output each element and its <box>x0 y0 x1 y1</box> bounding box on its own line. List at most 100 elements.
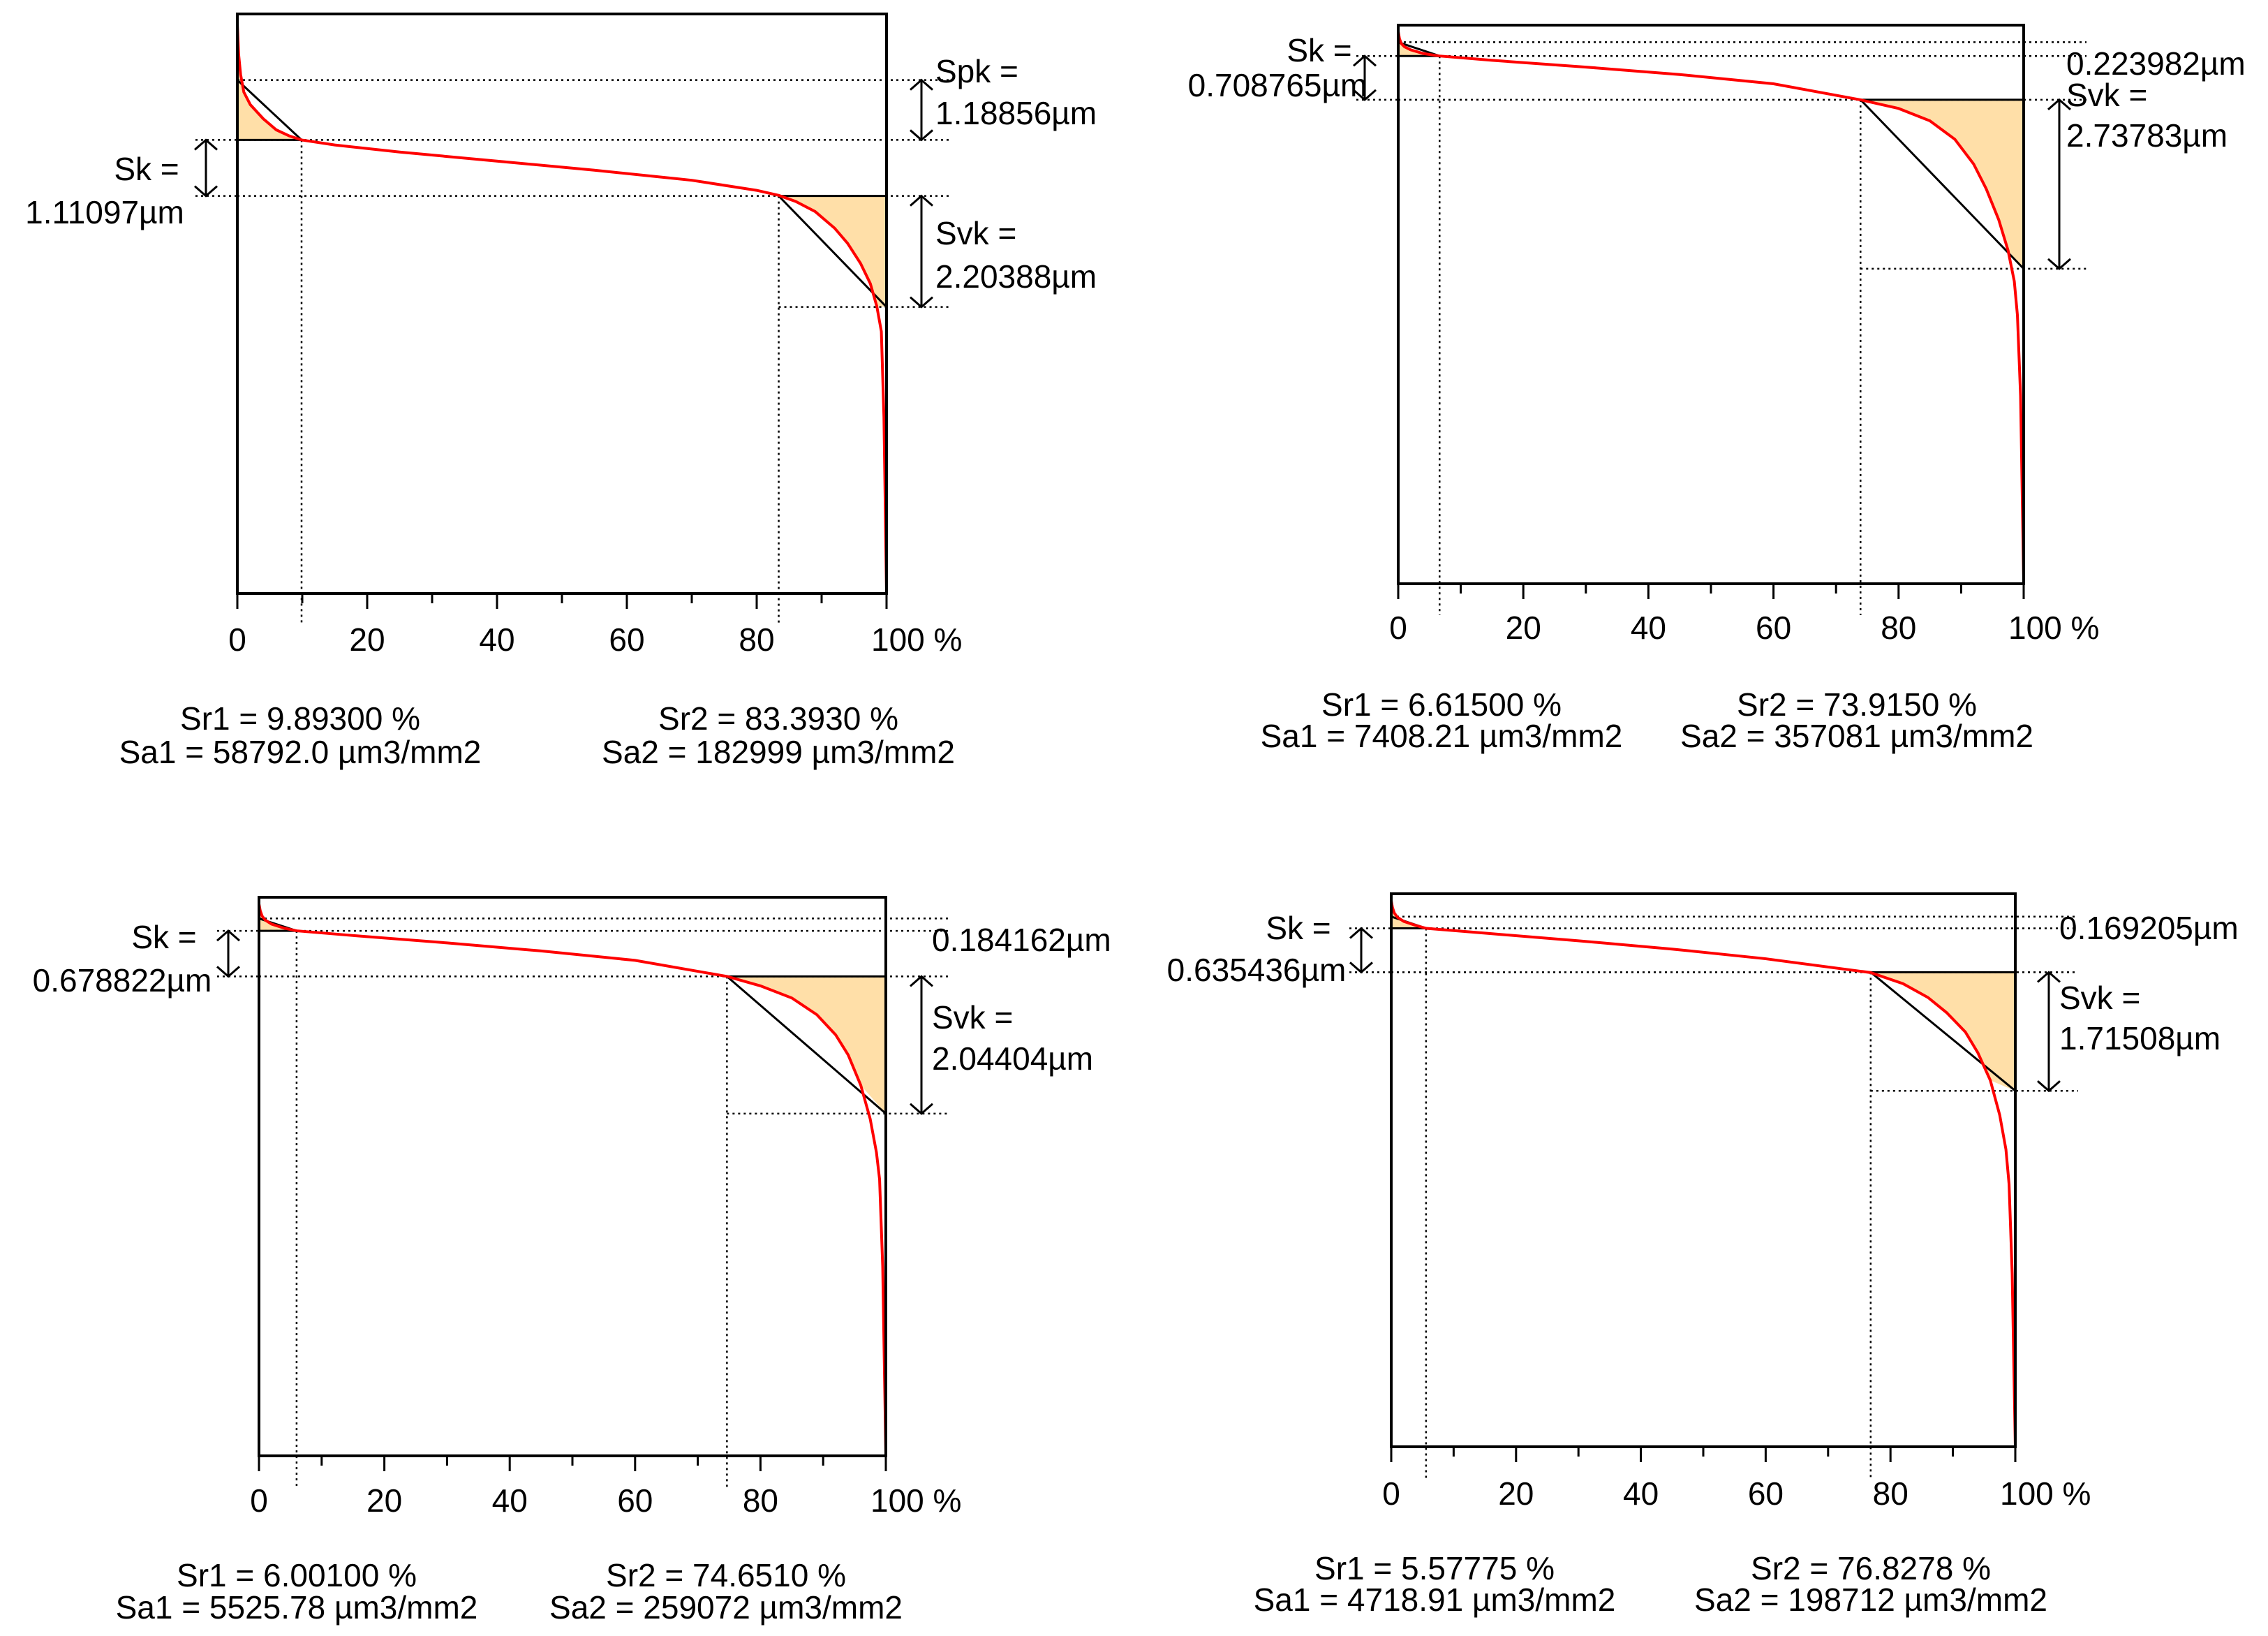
sa2-text: Sa2 = 198712 µm3/mm2 <box>1694 1582 2047 1618</box>
spk-value: 1.18856µm <box>935 95 1097 131</box>
sa1-text: Sa1 = 7408.21 µm3/mm2 <box>1261 718 1623 754</box>
material-ratio-curve <box>258 904 887 1455</box>
sk-arrow-head-bottom <box>1353 89 1377 101</box>
sk-arrow-head-bottom <box>194 185 218 198</box>
x-tick-label: 100 % <box>870 1482 961 1519</box>
x-tick-label: 20 <box>1506 610 1541 646</box>
x-tick-label: 60 <box>609 621 644 658</box>
svk-arrow <box>910 975 933 1115</box>
sk-value: 1.11097µm <box>25 194 184 230</box>
sk-arrow-head-top <box>216 929 240 942</box>
chart-panel-4: 0 20 40 60 80 100 % Sk = 0.635436µm 0.169205µm Sv… <box>1167 892 2239 1618</box>
material-ratio-curve <box>1397 31 2025 581</box>
svk-arrow <box>2047 98 2071 270</box>
sr1-text: Sr1 = 6.00100 % <box>177 1557 417 1593</box>
sa2-text: Sa2 = 259072 µm3/mm2 <box>549 1589 903 1626</box>
sk-arrow-head-bottom <box>1349 961 1373 974</box>
sk-label: Sk = <box>1266 910 1331 946</box>
peak-area-fill <box>1391 900 1426 929</box>
svk-arrow-head-top <box>2047 98 2071 110</box>
sr2-text: Sr2 = 73.9150 % <box>1737 686 1977 723</box>
x-tick-label: 20 <box>366 1482 402 1519</box>
chart-panel-2: 0 20 40 60 80 100 % Sk =0.708765µm 0.223982µmSv… <box>1188 24 2246 754</box>
sk-label: Sk = <box>131 919 196 955</box>
material-ratio-curve <box>1390 900 2017 1447</box>
sk-label: Sk = <box>114 151 179 187</box>
svk-value: 2.04404µm <box>932 1040 1093 1077</box>
peak-area-fill <box>259 904 297 931</box>
sk-arrow-head-top <box>1353 54 1377 67</box>
chart-panel-1: 0 20 40 60 80 100 % Sk = 1.11097µm Spk = 1.18856µ… <box>25 13 1097 770</box>
sr1-text: Sr1 = 9.89300 % <box>180 700 420 737</box>
plot-frame <box>236 13 888 595</box>
spk-arrow-head-top <box>910 78 933 91</box>
svk-arrow <box>2037 971 2061 1093</box>
x-tick-label: 0 <box>1389 610 1407 646</box>
sa2-text: Sa2 = 357081 µm3/mm2 <box>1680 718 2033 754</box>
sr2-text: Sr2 = 74.6510 % <box>606 1557 846 1593</box>
x-tick-label: 100 % <box>2008 610 2099 646</box>
sa2-text: Sa2 = 182999 µm3/mm2 <box>602 734 955 770</box>
x-tick-label: 80 <box>739 621 774 658</box>
x-tick-label: 60 <box>1756 610 1791 646</box>
sk-value: 0.635436µm <box>1167 952 1347 988</box>
sk-arrow-head-top <box>194 138 218 151</box>
svk-value: 2.73783µm <box>2066 117 2228 154</box>
x-tick-label: 60 <box>617 1482 653 1519</box>
sk-arrow-head-top <box>1349 927 1373 939</box>
x-tick-label: 40 <box>1623 1475 1659 1512</box>
valley-area-fill <box>1860 99 2024 269</box>
spk-arrow <box>910 78 933 142</box>
spk-label: Spk = <box>935 53 1018 89</box>
valley-area-fill <box>1870 972 2015 1091</box>
x-tick-label: 80 <box>743 1482 778 1519</box>
sr2-text: Sr2 = 76.8278 % <box>1751 1550 1991 1586</box>
svk-label: Svk = <box>932 999 1013 1036</box>
svk-label: Svk = <box>2059 980 2140 1016</box>
sa1-text: Sa1 = 58792.0 µm3/mm2 <box>119 734 482 770</box>
x-tick-label: 0 <box>228 621 246 658</box>
svk-arrow-head-bottom <box>910 1103 933 1115</box>
spk-value: 0.223982µm <box>2066 45 2246 82</box>
svk-arrow-head-bottom <box>910 296 933 309</box>
x-tick-label: 0 <box>250 1482 268 1519</box>
sr1-text: Sr1 = 5.57775 % <box>1314 1550 1555 1586</box>
sk-arrow <box>194 138 218 198</box>
x-tick-label: 40 <box>1631 610 1666 646</box>
svk-arrow <box>910 194 933 309</box>
spk-value: 0.184162µm <box>932 922 1111 958</box>
x-tick-label: 20 <box>349 621 385 658</box>
x-tick-label: 60 <box>1748 1475 1784 1512</box>
x-tick-label: 100 % <box>2000 1475 2091 1512</box>
sk-label: Sk = <box>1287 32 1351 68</box>
x-tick-label: 80 <box>1873 1475 1908 1512</box>
svk-value: 1.71508µm <box>2059 1020 2221 1056</box>
peak-area-fill <box>237 24 302 140</box>
spk-arrow-head-bottom <box>910 129 933 142</box>
svk-arrow-head-top <box>910 194 933 207</box>
x-tick-label: 20 <box>1498 1475 1534 1512</box>
chart-panel-3: 0 20 40 60 80 100 % Sk = 0.678822µm 0.184162µm Sv… <box>33 896 1111 1626</box>
svk-label: Svk = <box>935 215 1016 251</box>
spk-value: 0.169205µm <box>2059 910 2239 946</box>
sk-arrow <box>1349 927 1373 974</box>
svk-arrow-head-top <box>2037 971 2061 983</box>
x-tick-label: 40 <box>479 621 514 658</box>
valley-area-fill <box>727 976 886 1114</box>
material-ratio-curve <box>236 24 888 594</box>
sk-arrow-head-bottom <box>216 966 240 978</box>
svk-arrow-head-top <box>910 975 933 987</box>
x-tick-label: 100 % <box>871 621 962 658</box>
svk-arrow-head-bottom <box>2047 258 2071 270</box>
x-tick-label: 80 <box>1881 610 1916 646</box>
x-tick-label: 40 <box>492 1482 528 1519</box>
svk-arrow-head-bottom <box>2037 1080 2061 1093</box>
sk-arrow <box>1353 54 1377 101</box>
sk-arrow <box>216 929 240 978</box>
sr1-text: Sr1 = 6.61500 % <box>1321 686 1562 723</box>
svk-value: 2.20388µm <box>935 258 1097 295</box>
sk-value: 0.708765µm <box>1188 67 1368 103</box>
x-tick-label: 0 <box>1382 1475 1400 1512</box>
sa1-text: Sa1 = 5525.78 µm3/mm2 <box>116 1589 478 1626</box>
